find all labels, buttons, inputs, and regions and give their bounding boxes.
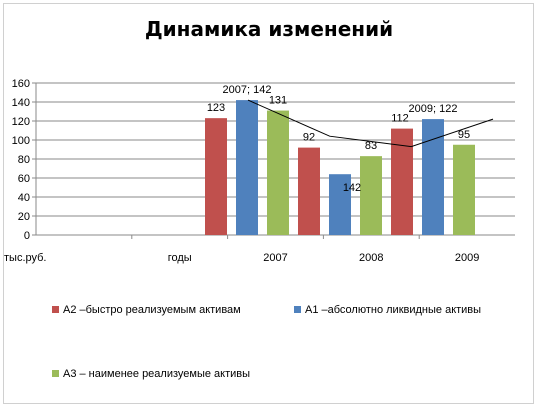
y-tick-label: 120 <box>12 116 30 128</box>
trend-line-path <box>247 99 494 148</box>
data-label: 2009; 122 <box>409 103 458 115</box>
x-tick-label: 2008 <box>359 252 383 264</box>
bar <box>422 119 444 235</box>
bar <box>453 144 475 235</box>
y-tick-label: 140 <box>12 97 30 109</box>
x-tick-labels: тыс.руб. годы 2007 2008 2009 <box>4 235 479 264</box>
y-tick-label: 160 <box>12 78 30 90</box>
y-tick-label: 80 <box>18 154 30 166</box>
x-tick-label: 2007 <box>263 252 287 264</box>
x-tick-label: 2009 <box>455 252 479 264</box>
data-label: 123 <box>207 102 225 114</box>
y-tick-label: 40 <box>18 192 30 204</box>
y-tick-label: 100 <box>12 135 30 147</box>
bar <box>236 100 258 235</box>
data-label: 112 <box>391 113 409 125</box>
data-label: 95 <box>458 129 470 141</box>
bar <box>391 128 413 235</box>
x-tick-label: годы <box>168 252 192 264</box>
bar <box>267 110 289 235</box>
bar <box>329 174 351 235</box>
legend: А2 –быстро реализуемым активам А1 –абсолю… <box>52 304 481 380</box>
data-label: 2007; 142 <box>223 84 272 96</box>
y-tick-label: 0 <box>24 230 30 242</box>
x-tick-label: тыс.руб. <box>4 252 46 264</box>
y-tick-label: 60 <box>18 173 30 185</box>
legend-label: А2 –быстро реализуемым активам <box>63 304 241 316</box>
bar <box>298 147 320 235</box>
bar <box>205 118 227 235</box>
data-label: 92 <box>303 132 315 144</box>
chart-title: Динамика изменений <box>145 17 393 41</box>
y-tick-label: 20 <box>18 211 30 223</box>
trend-line <box>247 99 494 148</box>
data-label: 131 <box>269 95 287 107</box>
bar <box>360 156 382 235</box>
legend-label: А1 –абсолютно ликвидные активы <box>305 304 481 316</box>
legend-swatch <box>52 370 59 377</box>
data-label: 142 <box>343 182 361 194</box>
legend-swatch <box>294 306 301 313</box>
bars <box>205 100 475 235</box>
data-label: 83 <box>365 140 377 152</box>
legend-swatch <box>52 306 59 313</box>
legend-label: А3 – наименее реализуемые активы <box>63 368 250 380</box>
